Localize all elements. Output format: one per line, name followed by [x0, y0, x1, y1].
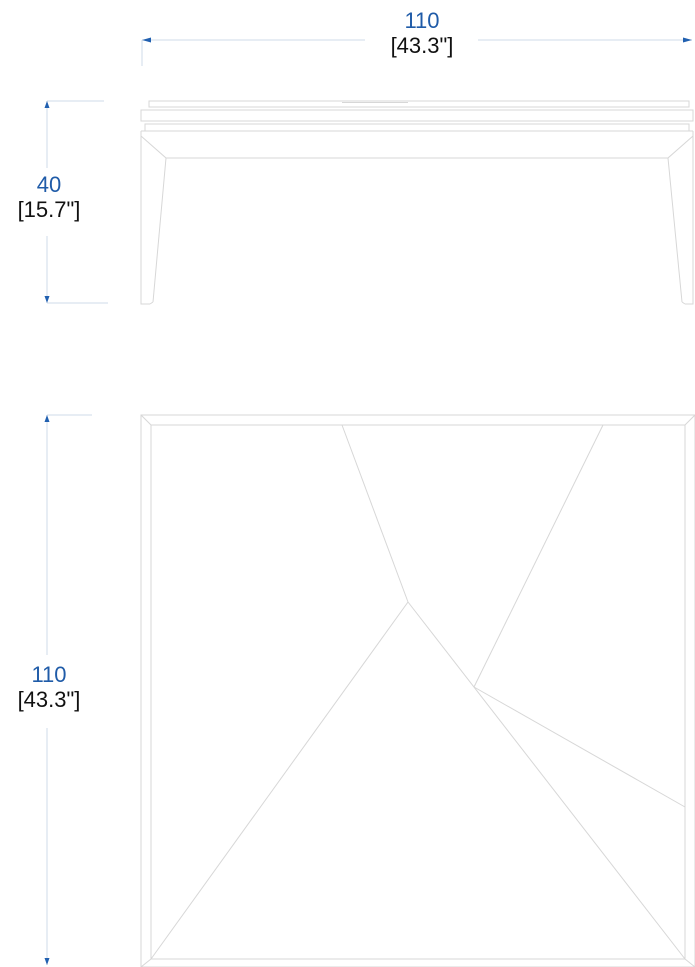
depth-metric-value: 110: [31, 662, 67, 687]
facet-line: [473, 686, 686, 808]
right-leg: [667, 135, 694, 303]
facet-line: [473, 424, 604, 688]
plan-inner-border: [150, 424, 686, 960]
depth-imperial-value: [43.3"]: [17, 687, 81, 713]
width-dimension-line: [141, 37, 692, 66]
height-imperial-value: [15.7"]: [17, 197, 81, 223]
depth-dimension-label: 110 [43.3"]: [6, 662, 92, 713]
plan-outer-border: [140, 414, 695, 967]
table-apron-top-edge: [140, 131, 150, 305]
tabletop-upper-layer: [148, 100, 690, 108]
side-elevation-view: [140, 100, 694, 305]
facet-line: [150, 601, 409, 960]
depth-arrow-top: [44, 415, 50, 422]
facet-line: [407, 601, 686, 960]
width-arrow-left: [142, 37, 151, 43]
depth-dimension-line: [44, 414, 92, 965]
width-metric-value: 110: [404, 8, 440, 33]
left-leg: [140, 135, 167, 303]
width-imperial-value: [43.3"]: [390, 33, 454, 59]
height-metric-value: 40: [36, 172, 62, 197]
plan-view: [140, 414, 695, 967]
height-dimension-label: 40 [15.7"]: [6, 172, 92, 223]
width-dimension-label: 110 [43.3"]: [372, 8, 472, 59]
height-arrow-bottom: [44, 296, 50, 303]
height-arrow-top: [44, 101, 50, 108]
tabletop-lower-layer: [144, 123, 690, 132]
height-dimension-line: [44, 100, 108, 304]
tabletop-middle-layer: [140, 109, 694, 122]
width-arrow-right: [683, 37, 692, 43]
depth-arrow-bottom: [44, 958, 50, 965]
facet-line: [341, 424, 409, 603]
